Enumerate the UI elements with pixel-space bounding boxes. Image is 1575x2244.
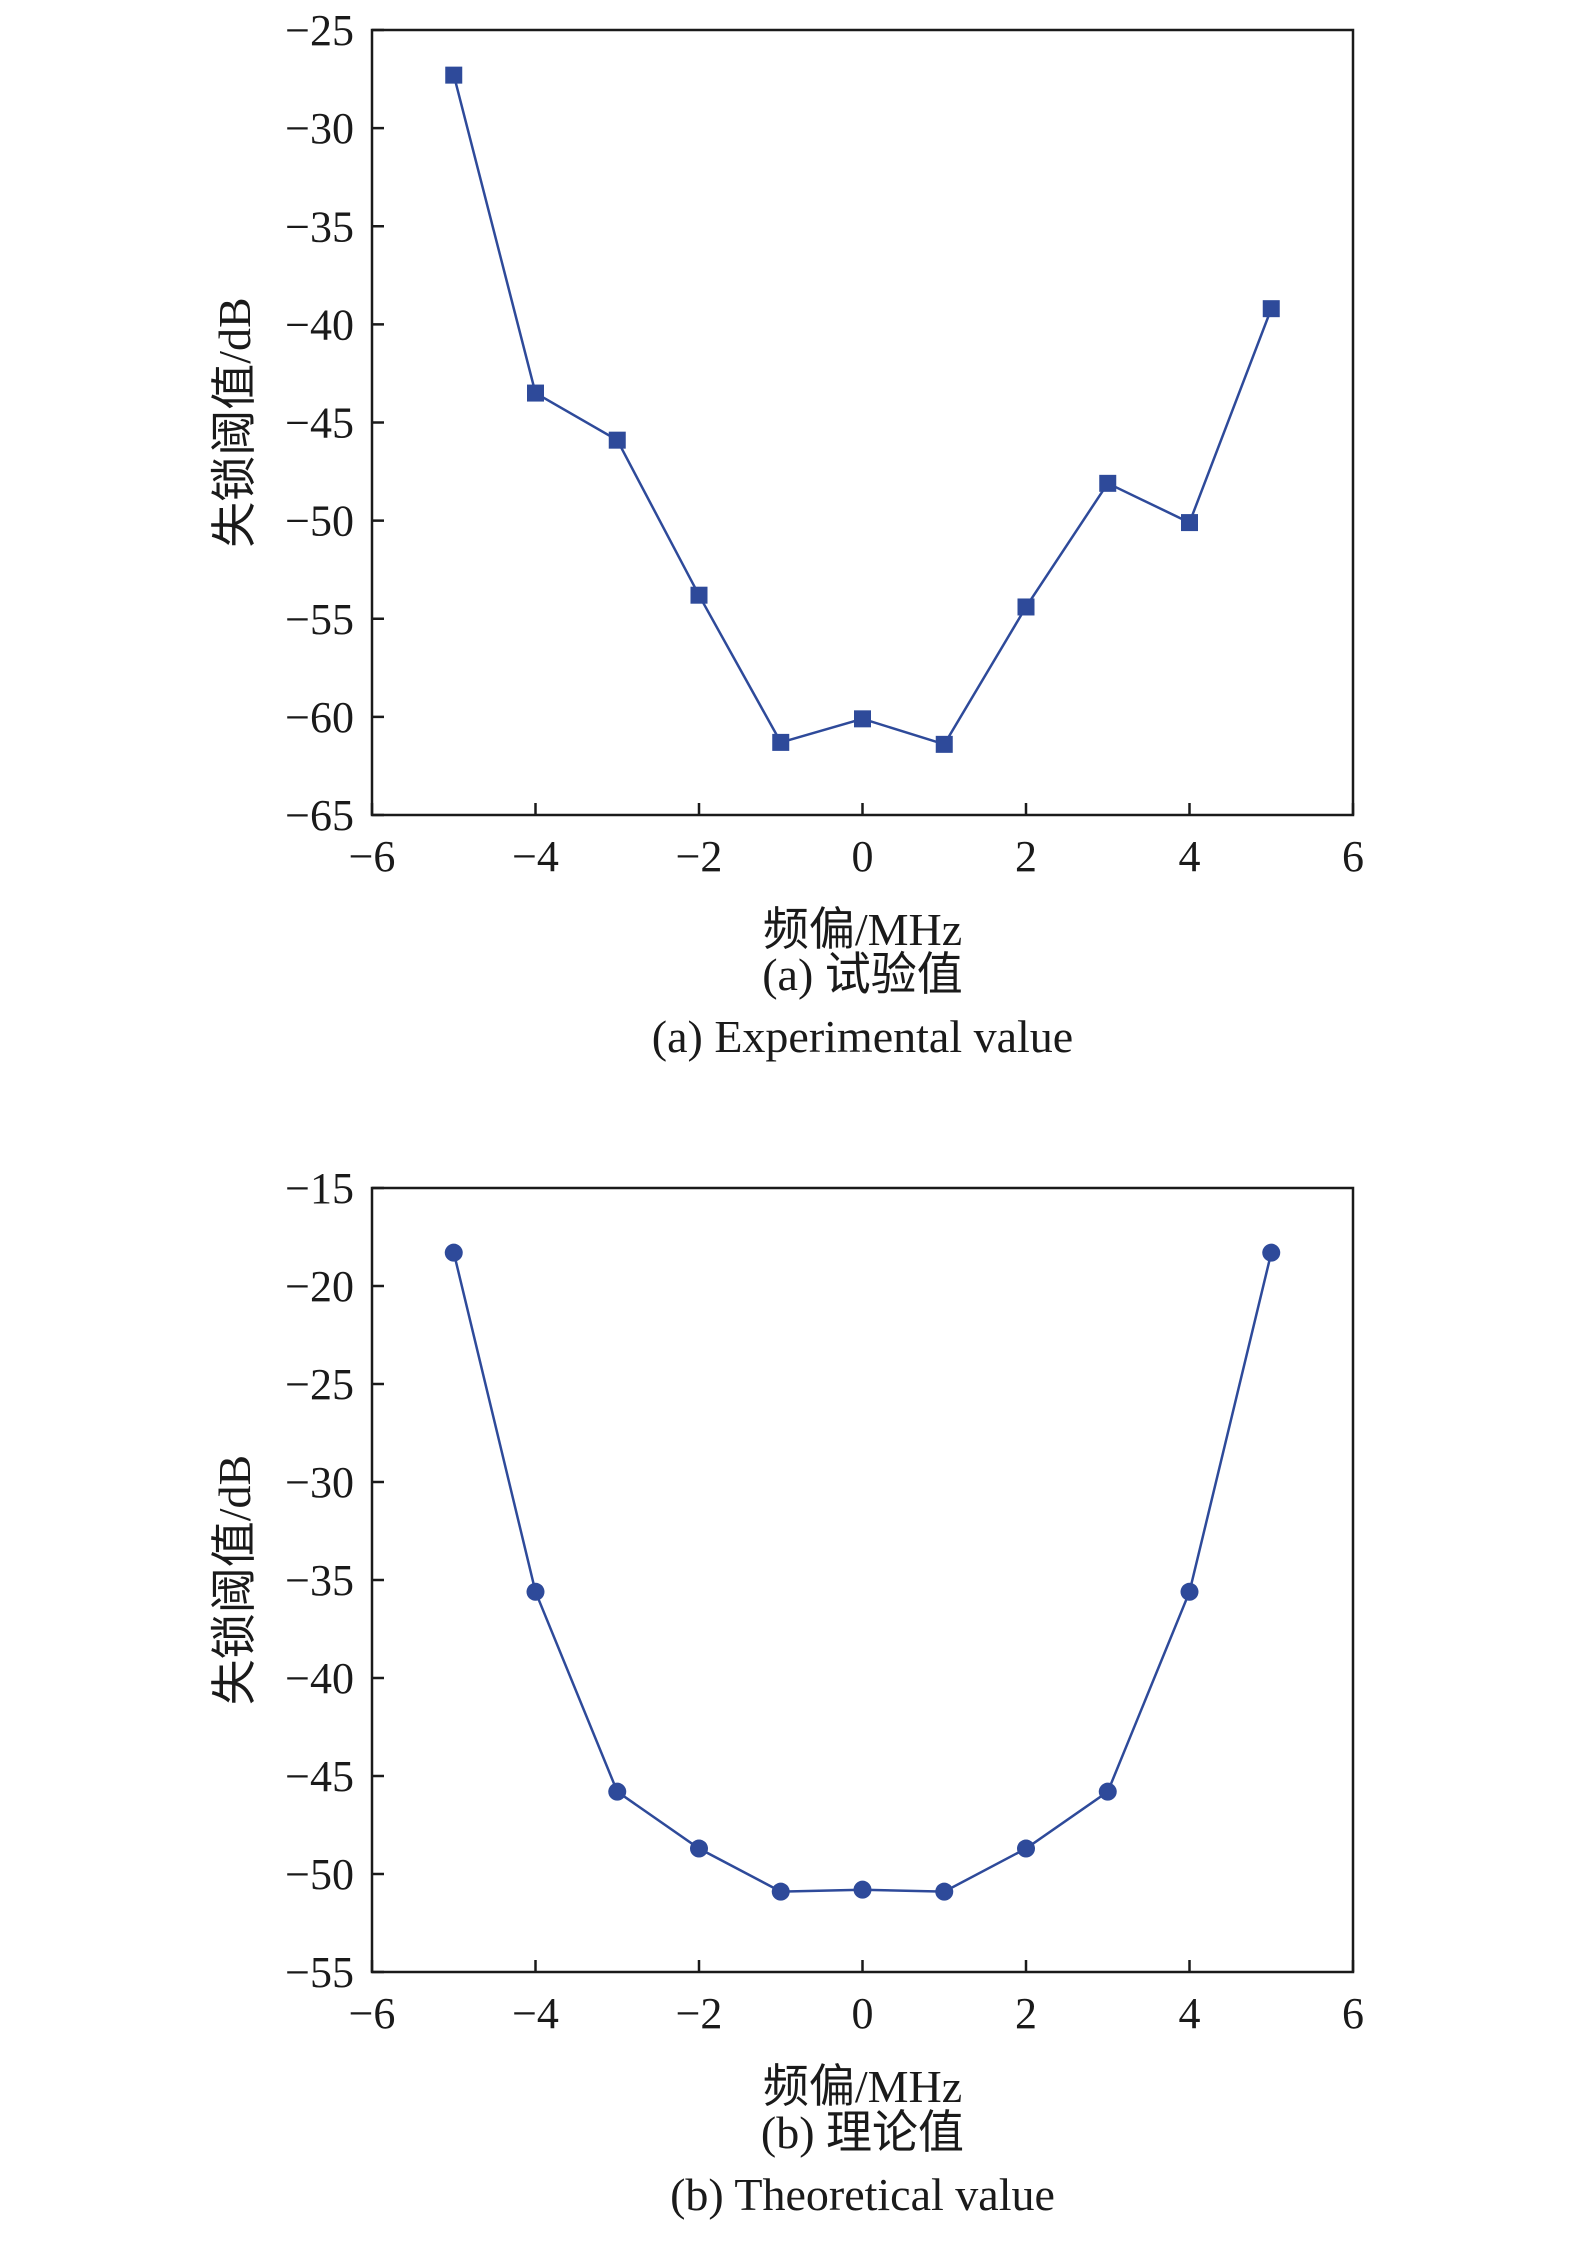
x-tick-label: −2 — [676, 832, 723, 881]
series-line — [452, 1252, 1273, 1893]
x-tick-label: −4 — [512, 1989, 559, 2038]
x-tick-label: −2 — [676, 1989, 723, 2038]
x-tick-label: 4 — [1179, 1989, 1201, 2038]
y-tick-label: −45 — [285, 399, 354, 448]
data-point — [526, 1582, 545, 1601]
y-tick-label: −50 — [285, 1850, 354, 1899]
data-point — [935, 735, 953, 753]
caption-en: (a) Experimental value — [652, 1011, 1073, 1062]
data-point — [444, 1243, 463, 1262]
x-tick-label: 6 — [1342, 832, 1364, 881]
x-tick-label: 2 — [1015, 1989, 1037, 2038]
caption-en: (b) Theoretical value — [670, 2169, 1055, 2220]
y-tick-label: −55 — [285, 595, 354, 644]
data-point — [1180, 1582, 1199, 1601]
x-axis-label: 频偏/MHz — [763, 2061, 962, 2112]
plot-frame — [370, 28, 1355, 817]
data-point — [854, 710, 871, 728]
data-point — [853, 1880, 872, 1899]
x-tick-label: 0 — [852, 1989, 874, 2038]
caption-cn: (a) 试验值 — [762, 949, 963, 1000]
y-tick-label: −25 — [285, 1360, 354, 1409]
chart-panel-theoretical: −6 −4 −2 0 2 4 6−55−50−45−40−35−30−25−20−15频偏/… — [209, 1164, 1364, 2220]
data-point — [1262, 300, 1280, 318]
data-point — [690, 586, 708, 604]
y-axis-label: 失锁阈值/dB — [209, 1455, 260, 1705]
series-line — [452, 74, 1273, 746]
y-tick-label: −35 — [285, 1556, 354, 1605]
x-tick-label: 6 — [1342, 1989, 1364, 2038]
y-tick-label: −65 — [285, 791, 354, 840]
data-point — [772, 733, 790, 751]
data-point — [1098, 1782, 1117, 1801]
data-point — [608, 431, 626, 449]
data-point — [771, 1882, 790, 1901]
chart-panel-experimental: −6 −4 −2 0 2 4 6 −65 −60 −55 −50 −45 −40 −35 −30 −25 频偏/… — [209, 6, 1364, 1062]
y-tick-label: −60 — [285, 693, 354, 742]
y-tick-label: −50 — [285, 497, 354, 546]
x-tick-label: 2 — [1015, 832, 1037, 881]
data-point — [1017, 598, 1035, 616]
data-point — [1099, 474, 1117, 492]
data-point — [527, 384, 544, 402]
y-tick-label: −20 — [285, 1262, 354, 1311]
x-tick-label: 4 — [1179, 832, 1201, 881]
y-tick-label: −30 — [285, 1458, 354, 1507]
x-tick-label: 0 — [852, 832, 874, 881]
y-tick-label: −40 — [285, 1654, 354, 1703]
y-tick-label: −35 — [285, 202, 354, 251]
y-axis-label: 失锁阈值/dB — [209, 297, 260, 547]
x-tick-label: −6 — [349, 832, 396, 881]
x-axis-label: 频偏/MHz — [763, 904, 962, 955]
y-tick-label: −30 — [285, 104, 354, 153]
data-point — [690, 1839, 708, 1858]
plot-frame — [370, 1186, 1355, 1974]
y-tick-label: −25 — [285, 6, 354, 55]
y-tick-label: −15 — [285, 1164, 354, 1213]
data-point — [608, 1782, 627, 1801]
data-point — [1262, 1243, 1281, 1262]
y-tick-label: −55 — [285, 1948, 354, 1997]
data-point — [445, 66, 463, 84]
y-tick-label: −40 — [285, 300, 354, 349]
data-point — [1017, 1839, 1035, 1858]
x-tick-label: −4 — [512, 832, 559, 881]
x-tick-label: −6 — [349, 1989, 396, 2038]
data-point — [1181, 514, 1198, 532]
caption-cn: (b) 理论值 — [761, 2107, 964, 2158]
y-tick-label: −45 — [285, 1752, 354, 1801]
data-point — [935, 1882, 954, 1901]
